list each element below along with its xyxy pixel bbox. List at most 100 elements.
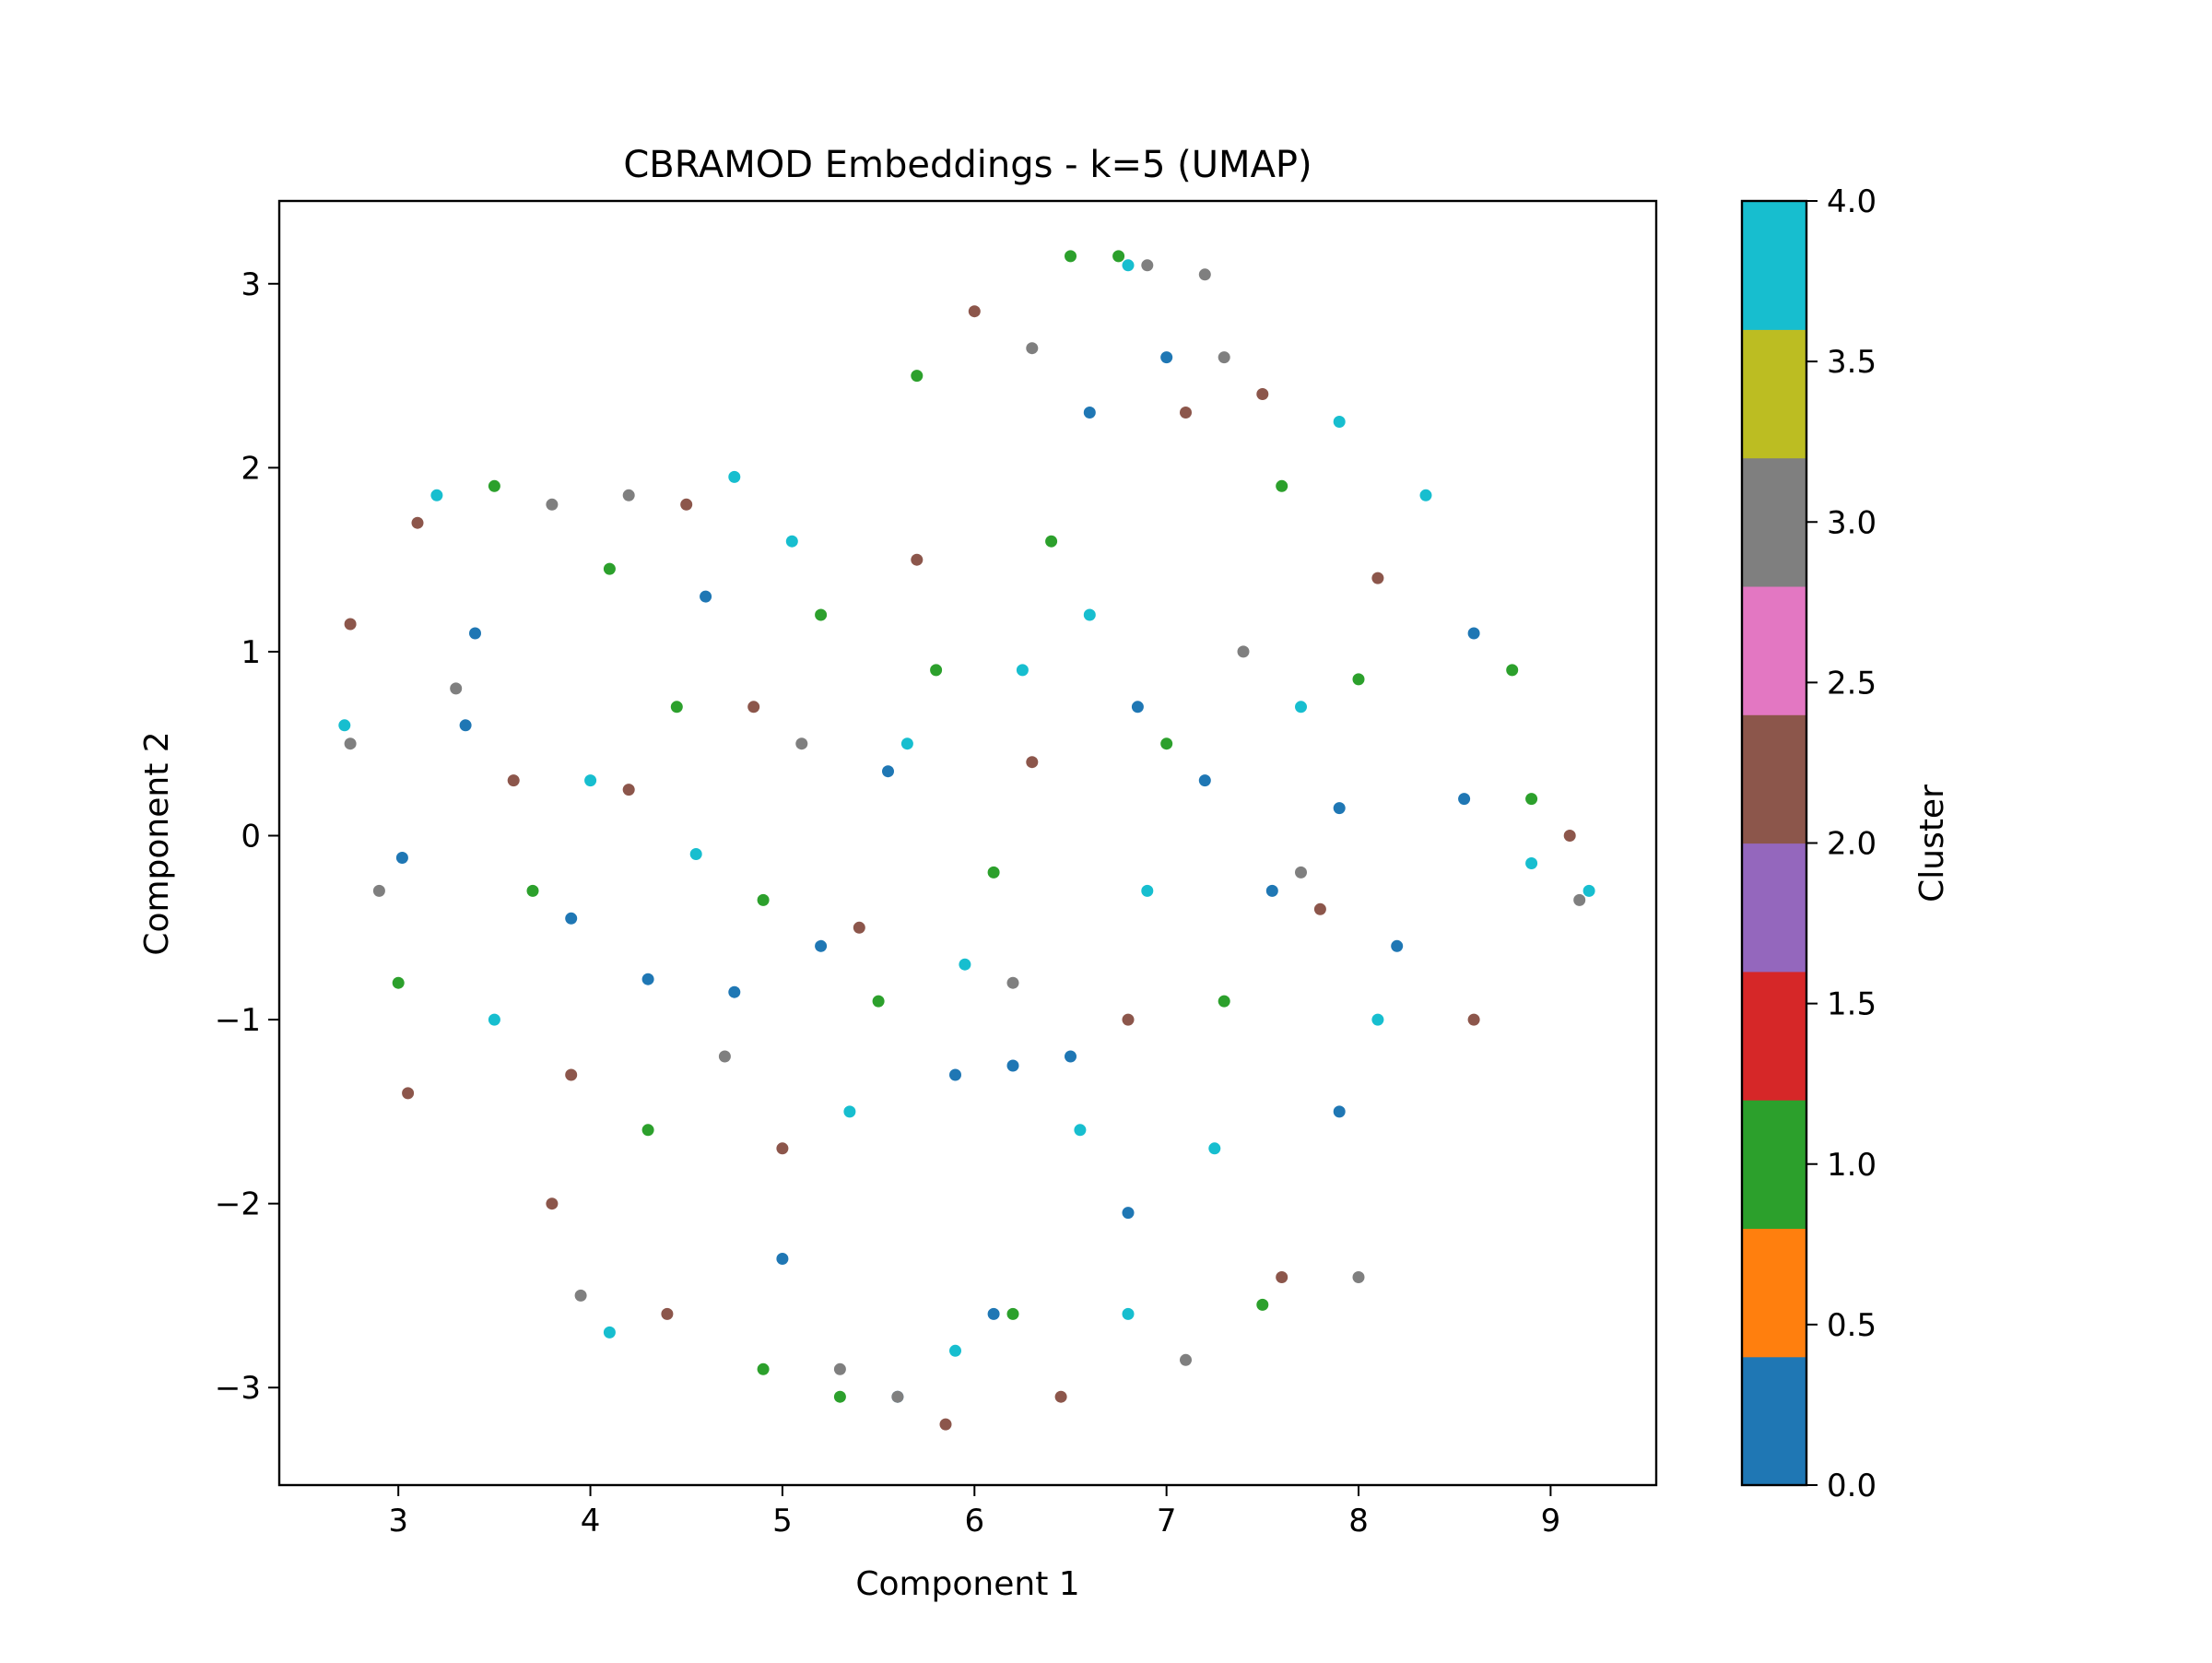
data-point-cluster-3	[372, 884, 385, 897]
colorbar-segment	[1742, 714, 1806, 844]
colorbar-tick-label: 2.0	[1827, 826, 1877, 863]
data-point-cluster-2	[776, 1142, 789, 1155]
data-point-cluster-1	[603, 562, 616, 575]
data-point-cluster-3	[1573, 893, 1586, 906]
x-axis: 3 4 5 6 7 8 9	[388, 1485, 1560, 1539]
data-point-cluster-4	[785, 535, 798, 548]
data-point-cluster-2	[411, 516, 424, 529]
data-point-cluster-4	[1419, 489, 1432, 501]
data-point-cluster-2	[1276, 1271, 1288, 1283]
data-point-cluster-3	[574, 1289, 587, 1302]
data-point-cluster-0	[1160, 351, 1173, 364]
data-point-cluster-3	[1198, 268, 1211, 281]
colorbar-segment	[1742, 329, 1806, 459]
data-point-cluster-0	[1006, 1059, 1019, 1072]
colorbar-segment	[1742, 585, 1806, 715]
y-tick-label: −1	[215, 1002, 261, 1039]
x-tick-label: 9	[1541, 1503, 1561, 1539]
colorbar-segment	[1742, 1100, 1806, 1229]
data-point-cluster-1	[987, 866, 1000, 879]
data-point-cluster-1	[872, 995, 885, 1008]
data-point-cluster-3	[1352, 1271, 1365, 1283]
data-point-cluster-3	[795, 737, 808, 750]
data-point-cluster-3	[622, 489, 635, 501]
data-point-cluster-0	[1333, 802, 1346, 815]
data-point-cluster-2	[747, 701, 760, 714]
data-point-cluster-2	[546, 1197, 559, 1210]
colorbar-segment	[1742, 1356, 1806, 1486]
data-point-cluster-3	[1006, 976, 1019, 989]
data-point-cluster-4	[949, 1344, 961, 1357]
data-point-cluster-3	[1218, 351, 1230, 364]
plot-frame	[277, 199, 1658, 1487]
data-point-cluster-0	[459, 719, 472, 732]
data-point-cluster-3	[1180, 1353, 1192, 1366]
data-point-cluster-0	[1391, 939, 1404, 952]
data-point-cluster-2	[1313, 902, 1326, 915]
data-point-cluster-0	[728, 985, 741, 998]
data-point-cluster-0	[565, 912, 578, 925]
data-point-cluster-2	[565, 1068, 578, 1081]
colorbar: 0.0 0.5 1.0 1.5 2.0 2.5 3.0 3.5 4.0	[1740, 183, 1877, 1504]
data-point-cluster-2	[661, 1307, 674, 1320]
y-tick-label: 1	[241, 634, 261, 671]
data-point-cluster-2	[622, 784, 635, 796]
data-point-cluster-0	[1083, 407, 1096, 419]
data-point-cluster-3	[546, 498, 559, 511]
colorbar-tick-label: 1.0	[1827, 1147, 1877, 1184]
x-tick-label: 5	[772, 1503, 793, 1539]
data-point-cluster-4	[843, 1105, 856, 1118]
data-point-cluster-2	[507, 774, 520, 787]
y-tick-label: 3	[241, 266, 261, 303]
data-point-cluster-0	[1458, 793, 1471, 806]
data-point-cluster-1	[392, 976, 405, 989]
data-point-cluster-0	[949, 1068, 961, 1081]
data-point-cluster-4	[1141, 884, 1154, 897]
data-point-cluster-1	[1112, 250, 1125, 263]
data-point-cluster-4	[430, 489, 443, 501]
data-point-cluster-4	[1122, 259, 1135, 272]
data-point-cluster-3	[450, 682, 463, 695]
data-point-cluster-4	[1295, 701, 1307, 714]
data-point-cluster-2	[1180, 407, 1192, 419]
data-point-cluster-4	[689, 848, 702, 860]
data-point-cluster-4	[488, 1013, 500, 1026]
data-point-cluster-3	[1237, 645, 1250, 658]
y-axis: −3 −2 −1 0 1 2 3	[215, 266, 279, 1407]
colorbar-tick-label: 4.0	[1827, 183, 1877, 220]
data-point-cluster-4	[1083, 608, 1096, 621]
data-point-cluster-1	[911, 370, 924, 383]
colorbar-label: Cluster	[1913, 784, 1951, 902]
data-point-cluster-2	[968, 305, 981, 318]
data-point-cluster-2	[344, 618, 357, 631]
data-point-cluster-1	[1276, 479, 1288, 492]
data-point-cluster-0	[700, 590, 712, 603]
data-point-cluster-0	[395, 852, 408, 864]
data-point-cluster-0	[1265, 884, 1278, 897]
y-axis-label: Component 2	[138, 731, 176, 955]
data-point-cluster-3	[833, 1362, 846, 1375]
colorbar-segment	[1742, 457, 1806, 587]
data-point-cluster-1	[930, 664, 943, 677]
data-point-cluster-3	[344, 737, 357, 750]
data-point-cluster-1	[833, 1390, 846, 1403]
data-point-cluster-1	[757, 1362, 770, 1375]
data-point-cluster-4	[1122, 1307, 1135, 1320]
data-point-cluster-0	[1333, 1105, 1346, 1118]
data-point-cluster-2	[1054, 1390, 1067, 1403]
data-point-cluster-3	[891, 1390, 904, 1403]
data-point-cluster-0	[469, 627, 481, 640]
data-point-cluster-0	[1065, 1050, 1077, 1063]
data-point-cluster-0	[1198, 774, 1211, 787]
data-point-cluster-2	[1371, 572, 1384, 584]
data-point-cluster-4	[1208, 1142, 1221, 1155]
data-point-cluster-2	[1467, 1013, 1480, 1026]
data-point-cluster-2	[402, 1087, 415, 1100]
y-tick-label: 2	[241, 450, 261, 487]
data-point-cluster-0	[1131, 701, 1144, 714]
data-point-cluster-2	[680, 498, 693, 511]
data-point-cluster-1	[670, 701, 683, 714]
data-point-cluster-2	[853, 921, 865, 934]
